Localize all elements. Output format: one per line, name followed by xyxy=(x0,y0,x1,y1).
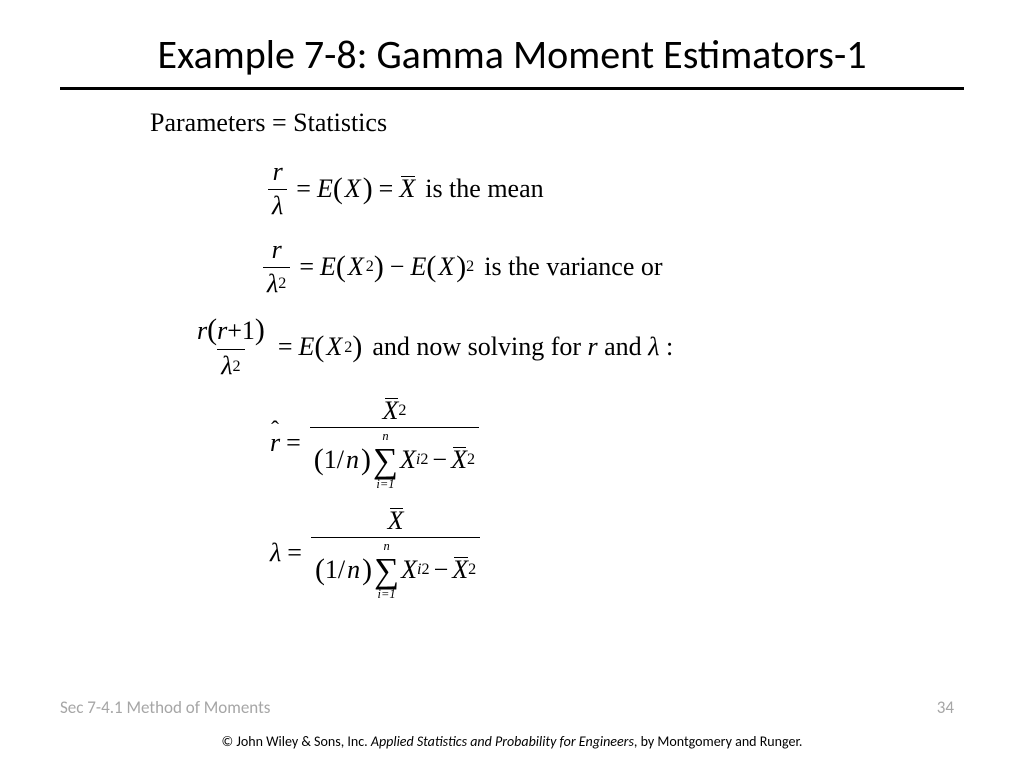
equation-mean: r λ = E(X) = X is the mean xyxy=(150,158,944,220)
variance-label: is the variance or xyxy=(484,253,662,282)
slide: Example 7-8: Gamma Moment Estimators-1 P… xyxy=(0,0,1024,768)
equation-r-hat: r = X2 (1/n) n ∑ i=1 Xi2 − xyxy=(150,397,944,491)
subtitle: Parameters = Statistics xyxy=(150,108,944,138)
footer-page-number: 34 xyxy=(937,697,954,718)
title-rule xyxy=(60,87,964,90)
solving-label: and now solving for r and λ : xyxy=(372,333,673,362)
footer-section: Sec 7-4.1 Method of Moments xyxy=(60,697,270,718)
copyright: © John Wiley & Sons, Inc. Applied Statis… xyxy=(0,733,1024,750)
slide-title: Example 7-8: Gamma Moment Estimators-1 xyxy=(0,0,1024,87)
equation-variance: r λ2 = E(X2) − E(X)2 is the variance or xyxy=(150,236,944,298)
equation-second-moment: r(r+1) λ2 = E(X2) and now solving for r … xyxy=(150,314,944,380)
equation-lambda-hat: λ = X (1/n) n ∑ i=1 Xi2 − xyxy=(150,507,944,601)
slide-body: Parameters = Statistics r λ = E(X) = X i… xyxy=(0,108,1024,600)
mean-label: is the mean xyxy=(425,175,543,204)
